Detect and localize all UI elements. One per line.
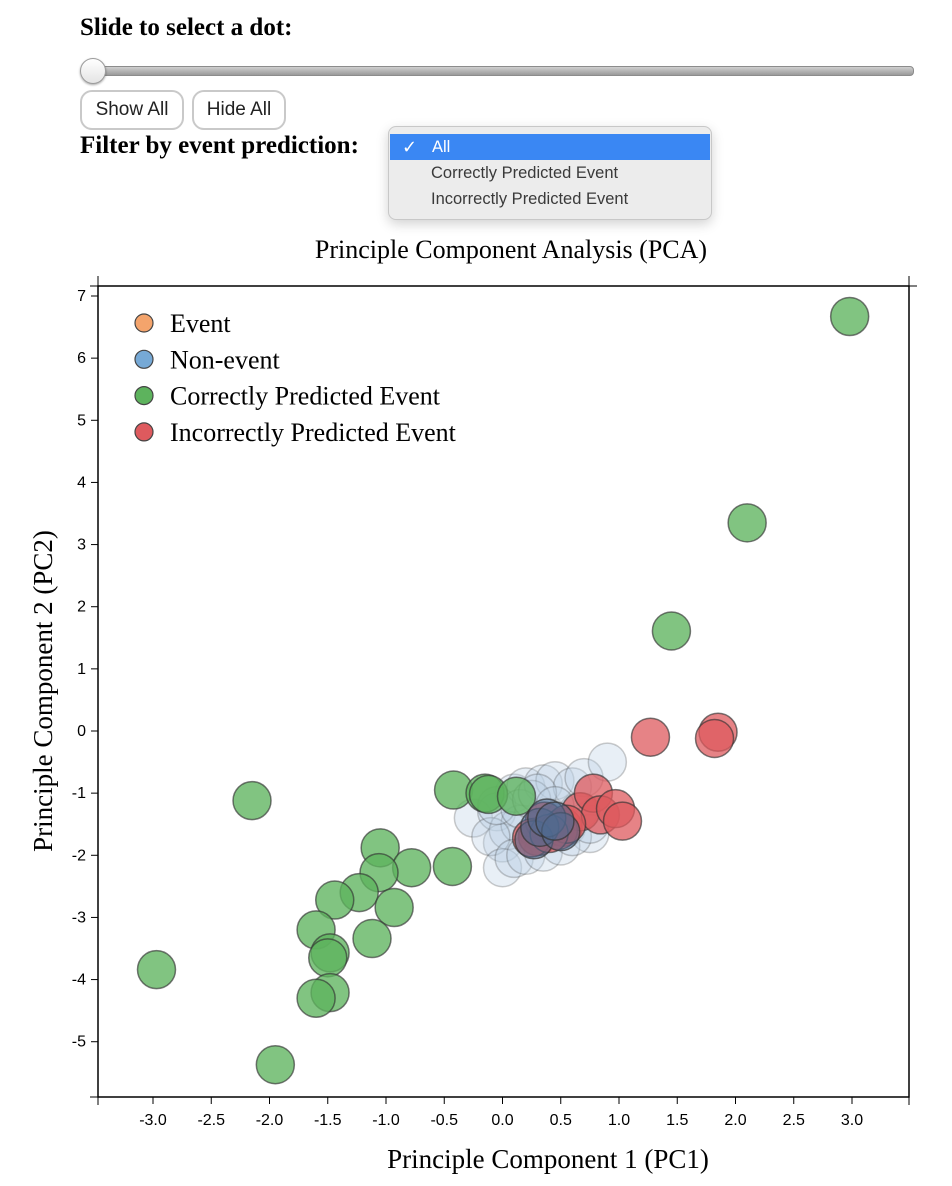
x-tick-label: 1.0 [608, 1112, 630, 1129]
x-tick-label: -3.0 [139, 1112, 167, 1129]
legend-swatch [134, 386, 154, 406]
scatter-point[interactable] [432, 846, 473, 887]
filter-option-label: Correctly Predicted Event [431, 164, 619, 182]
legend-label: Event [170, 309, 231, 338]
scatter-point[interactable] [496, 776, 537, 816]
x-tick-label: -1.0 [372, 1112, 400, 1129]
y-tick-label: 6 [77, 350, 86, 367]
legend-label: Non-event [170, 345, 281, 374]
x-tick-label: 2.0 [724, 1112, 746, 1129]
filter-option-correct[interactable]: Correctly Predicted Event [389, 160, 711, 186]
legend-label: Incorrectly Predicted Event [170, 418, 457, 447]
legend-swatch [134, 422, 154, 442]
scatter-point[interactable] [482, 847, 523, 888]
scatter-point[interactable] [694, 718, 735, 759]
x-tick-label: 3.0 [841, 1112, 863, 1129]
y-tick-label: -1 [72, 785, 86, 802]
filter-option-label: Incorrectly Predicted Event [431, 190, 629, 208]
scatter-point[interactable] [296, 978, 336, 1018]
x-axis: -3.0 -2.5 -2.0 -1.5 -1.0 -0.5 0.0 0.5 1.0 1.5 2.0 2… [97, 276, 910, 1129]
filter-option-label: All [432, 138, 451, 156]
x-tick-label: 0.5 [550, 1112, 572, 1129]
filter-dropdown-menu[interactable]: ✓ All Correctly Predicted Event Incorrec… [388, 126, 712, 220]
slider-label: Slide to select a dot: [80, 14, 293, 41]
filter-option-incorrect[interactable]: Incorrectly Predicted Event [389, 186, 711, 212]
y-tick-label: 3 [77, 537, 86, 554]
y-tick-label: 0 [77, 723, 86, 740]
show-all-button[interactable]: Show All [80, 90, 184, 130]
y-axis-label: Principle Component 2 (PC2) [28, 530, 58, 852]
scatter-point[interactable] [535, 760, 575, 801]
y-tick-label: 1 [77, 661, 86, 678]
scatter-point[interactable] [829, 296, 870, 337]
x-tick-label: 1.5 [666, 1112, 688, 1129]
slider-thumb[interactable] [80, 58, 106, 84]
scatter-point[interactable] [136, 949, 177, 990]
scatter-point[interactable] [232, 780, 272, 821]
y-tick-label: -4 [72, 972, 86, 989]
scatter-point[interactable] [308, 938, 348, 978]
scatter-point[interactable] [314, 880, 355, 920]
scatter-point[interactable] [727, 503, 767, 543]
y-tick-label: -5 [72, 1034, 86, 1051]
x-tick-label: -1.5 [314, 1112, 342, 1129]
y-tick-label: 5 [77, 412, 86, 429]
legend-swatch [134, 349, 154, 369]
y-tick-label: -2 [72, 847, 86, 864]
scatter-point[interactable] [602, 801, 643, 841]
hide-all-button[interactable]: Hide All [192, 90, 286, 130]
scatter-point[interactable] [374, 887, 414, 928]
x-axis-label: Principle Component 1 (PC1) [387, 1144, 709, 1174]
x-tick-label: 2.5 [783, 1112, 805, 1129]
y-tick-label: -3 [72, 909, 86, 926]
legend-label: Correctly Predicted Event [170, 382, 441, 411]
chart-legend: Event Non-event Correctly Predicted Event I… [134, 309, 457, 447]
scatter-point[interactable] [651, 611, 692, 651]
x-tick-label: -0.5 [430, 1112, 458, 1129]
y-axis: -5 -4 -3 -2 -1 0 1 2 3 4 5 6 7 [72, 285, 917, 1098]
legend-swatch [134, 313, 154, 333]
scatter-point[interactable] [255, 1044, 296, 1085]
filter-option-all[interactable]: ✓ All [390, 134, 710, 160]
scatter-point[interactable] [352, 918, 392, 959]
scatter-point[interactable] [535, 801, 575, 841]
x-tick-label: 0.0 [491, 1112, 513, 1129]
dot-selector-slider[interactable] [80, 58, 914, 84]
x-tick-label: -2.0 [256, 1112, 284, 1129]
scatter-point[interactable] [630, 717, 671, 757]
filter-label: Filter by event prediction: [80, 132, 359, 159]
scatter-point[interactable] [391, 847, 432, 888]
x-tick-label: -2.5 [197, 1112, 225, 1129]
scatter-points [136, 296, 870, 1085]
checkmark-icon: ✓ [402, 137, 418, 157]
plot-frame [97, 285, 910, 1098]
y-tick-label: 2 [77, 599, 86, 616]
y-tick-label: 4 [77, 474, 86, 491]
scatter-point[interactable] [471, 816, 511, 857]
y-tick-label: 7 [77, 288, 86, 305]
chart-title: Principle Component Analysis (PCA) [315, 235, 707, 264]
controls-panel: Slide to select a dot: Show All Hide All… [80, 14, 920, 159]
